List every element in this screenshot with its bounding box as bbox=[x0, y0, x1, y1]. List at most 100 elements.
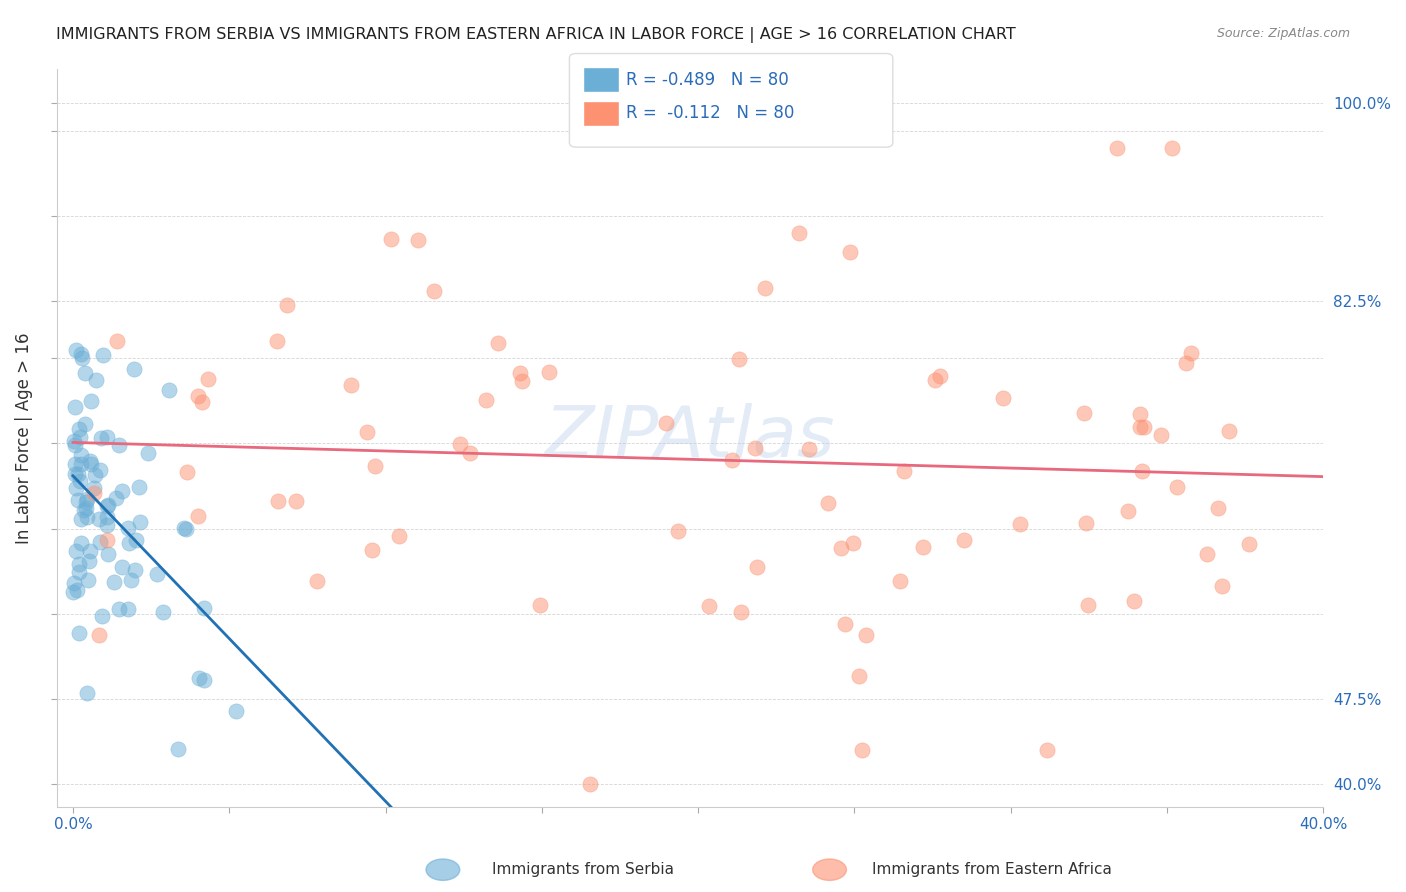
Point bbox=[307, 574, 329, 588]
Point bbox=[1077, 598, 1099, 612]
Point bbox=[1130, 465, 1153, 479]
Point bbox=[509, 366, 531, 380]
Point bbox=[1206, 500, 1229, 515]
Point bbox=[839, 245, 862, 260]
Point bbox=[129, 515, 152, 529]
Point bbox=[73, 417, 96, 431]
Point bbox=[63, 575, 86, 590]
Point bbox=[66, 493, 89, 508]
Point bbox=[1195, 547, 1218, 561]
Point bbox=[817, 496, 839, 510]
Point bbox=[70, 512, 93, 526]
Point bbox=[96, 499, 118, 513]
Point bbox=[103, 574, 125, 589]
Point bbox=[1180, 345, 1202, 359]
Point bbox=[63, 438, 86, 452]
Point bbox=[176, 466, 198, 480]
Point bbox=[924, 373, 946, 387]
Point bbox=[1166, 480, 1188, 494]
Point bbox=[69, 430, 91, 444]
Point bbox=[193, 600, 215, 615]
Point bbox=[87, 511, 110, 525]
Point bbox=[754, 281, 776, 295]
Point bbox=[63, 401, 86, 415]
Point bbox=[267, 493, 290, 508]
Point bbox=[66, 467, 89, 482]
Point bbox=[486, 336, 509, 351]
Point bbox=[84, 372, 107, 386]
Point bbox=[1035, 743, 1057, 757]
Point bbox=[79, 454, 101, 468]
Point bbox=[69, 458, 91, 472]
Point bbox=[108, 602, 131, 616]
Point bbox=[893, 464, 915, 478]
Point bbox=[820, 95, 842, 110]
Point bbox=[65, 482, 87, 496]
Point bbox=[83, 481, 105, 495]
Point bbox=[122, 362, 145, 376]
Point bbox=[187, 508, 209, 523]
Point bbox=[97, 547, 120, 561]
Point bbox=[720, 452, 742, 467]
Point bbox=[118, 536, 141, 550]
Point bbox=[422, 284, 444, 298]
Point bbox=[1105, 141, 1128, 155]
Point bbox=[105, 491, 128, 505]
Point bbox=[76, 509, 98, 524]
Point bbox=[75, 495, 97, 509]
Point bbox=[105, 334, 128, 348]
Point bbox=[69, 474, 91, 488]
Point bbox=[193, 673, 215, 687]
Point bbox=[75, 366, 97, 380]
Point bbox=[655, 416, 678, 430]
Point bbox=[76, 573, 98, 587]
Point bbox=[89, 463, 111, 477]
Point bbox=[276, 298, 298, 312]
Point bbox=[70, 536, 93, 550]
Text: ZIPAtlas: ZIPAtlas bbox=[546, 403, 835, 472]
Point bbox=[340, 377, 363, 392]
Point bbox=[1076, 516, 1098, 530]
Point bbox=[458, 446, 481, 460]
Point bbox=[80, 393, 103, 408]
Point bbox=[187, 389, 209, 403]
Point bbox=[97, 498, 120, 512]
Point bbox=[1237, 537, 1260, 551]
Point bbox=[538, 365, 561, 379]
Point bbox=[96, 430, 118, 444]
Point bbox=[96, 533, 118, 547]
Point bbox=[928, 369, 950, 384]
Point bbox=[789, 227, 811, 241]
Text: IMMIGRANTS FROM SERBIA VS IMMIGRANTS FROM EASTERN AFRICA IN LABOR FORCE | AGE > : IMMIGRANTS FROM SERBIA VS IMMIGRANTS FRO… bbox=[56, 27, 1017, 43]
Text: Immigrants from Serbia: Immigrants from Serbia bbox=[492, 863, 673, 877]
Point bbox=[70, 351, 93, 365]
Point bbox=[744, 441, 766, 455]
Point bbox=[1010, 516, 1032, 531]
Point bbox=[67, 626, 90, 640]
Point bbox=[912, 540, 935, 554]
Point bbox=[62, 585, 84, 599]
Point bbox=[991, 391, 1014, 405]
Point bbox=[146, 566, 169, 581]
Point bbox=[73, 502, 96, 516]
Point bbox=[79, 544, 101, 558]
Text: Immigrants from Eastern Africa: Immigrants from Eastern Africa bbox=[872, 863, 1112, 877]
Point bbox=[79, 554, 101, 568]
Point bbox=[65, 544, 87, 558]
Point bbox=[128, 480, 150, 494]
Point bbox=[91, 348, 114, 362]
Point bbox=[285, 494, 308, 508]
Point bbox=[1150, 428, 1173, 442]
Point bbox=[117, 521, 139, 535]
Point bbox=[66, 582, 89, 597]
Point bbox=[799, 442, 821, 456]
Point bbox=[1129, 407, 1152, 421]
Point bbox=[79, 457, 101, 471]
Point bbox=[1211, 579, 1233, 593]
Point bbox=[475, 393, 498, 408]
Point bbox=[745, 559, 768, 574]
Point bbox=[529, 599, 551, 613]
Point bbox=[173, 520, 195, 534]
Point bbox=[361, 542, 384, 557]
Point bbox=[730, 606, 752, 620]
